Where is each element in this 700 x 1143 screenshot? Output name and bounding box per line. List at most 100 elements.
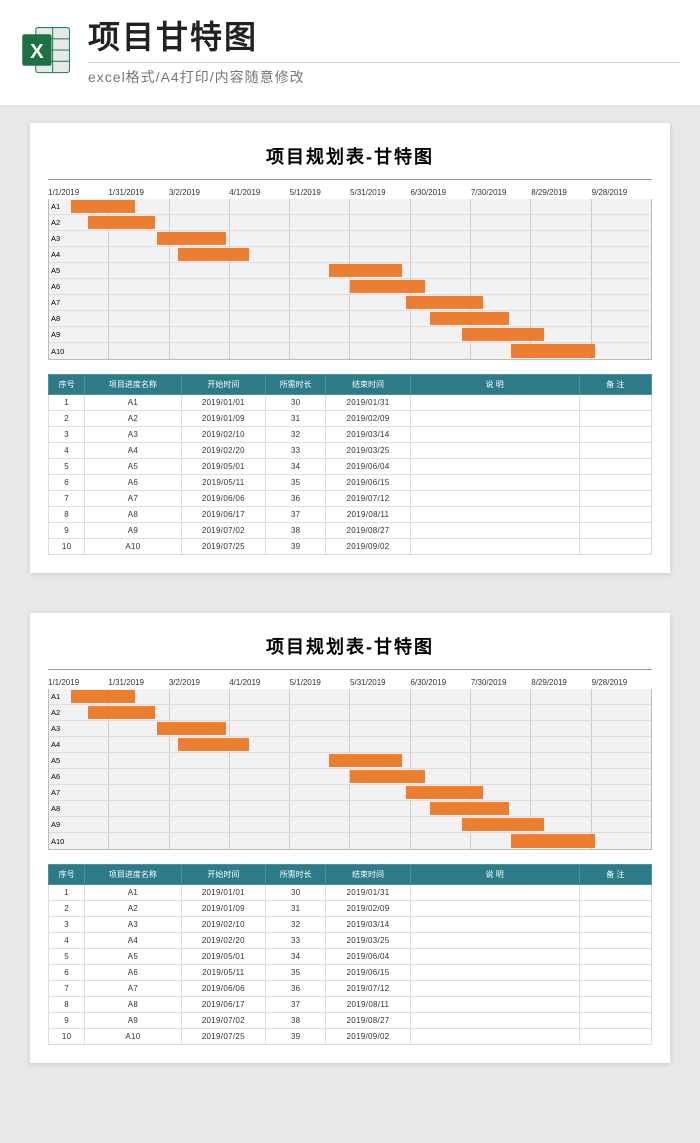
sheet-preview-1: 项目规划表-甘特图 1/1/20191/31/20193/2/20194/1/2… bbox=[30, 123, 670, 573]
gantt-date-label: 8/29/2019 bbox=[531, 678, 591, 687]
gantt-row-label: A3 bbox=[49, 724, 71, 733]
table-cell: A5 bbox=[85, 949, 181, 965]
table-cell bbox=[410, 965, 579, 981]
table-cell: 8 bbox=[49, 997, 85, 1013]
table-cell: 2019/02/10 bbox=[181, 917, 265, 933]
table-cell: A3 bbox=[85, 427, 181, 443]
table-row: 9A92019/07/02382019/08/27 bbox=[49, 523, 652, 539]
table-row: 5A52019/05/01342019/06/04 bbox=[49, 459, 652, 475]
table-cell: 2019/01/31 bbox=[326, 885, 410, 901]
table-cell: 2019/06/06 bbox=[181, 981, 265, 997]
gantt-row-label: A6 bbox=[49, 282, 71, 291]
gantt-bar bbox=[511, 834, 595, 848]
gantt-row: A6 bbox=[49, 769, 651, 785]
table-cell: 2 bbox=[49, 901, 85, 917]
table-cell bbox=[410, 539, 579, 555]
table-cell: 7 bbox=[49, 981, 85, 997]
table-cell bbox=[579, 949, 651, 965]
page-title: 项目甘特图 bbox=[88, 12, 680, 63]
table-cell bbox=[579, 539, 651, 555]
gantt-bar bbox=[88, 216, 155, 229]
gantt-date-label: 9/28/2019 bbox=[592, 678, 652, 687]
table-cell: A10 bbox=[85, 539, 181, 555]
gantt-date-label: 1/1/2019 bbox=[48, 678, 108, 687]
table-cell: 5 bbox=[49, 949, 85, 965]
gantt-row: A2 bbox=[49, 705, 651, 721]
table-cell bbox=[579, 507, 651, 523]
sheet-title: 项目规划表-甘特图 bbox=[48, 139, 652, 180]
project-table: 序号项目进度名称开始时间所需时长结束时间说 明备 注 1A12019/01/01… bbox=[48, 374, 652, 555]
gantt-bar bbox=[462, 818, 544, 831]
table-cell bbox=[410, 491, 579, 507]
sheet-title: 项目规划表-甘特图 bbox=[48, 629, 652, 670]
table-cell: 33 bbox=[266, 933, 326, 949]
table-row: 4A42019/02/20332019/03/25 bbox=[49, 443, 652, 459]
gantt-bar bbox=[430, 312, 509, 325]
table-cell: 10 bbox=[49, 1029, 85, 1045]
table-cell: 4 bbox=[49, 443, 85, 459]
table-cell bbox=[410, 523, 579, 539]
table-cell: 2019/05/11 bbox=[181, 965, 265, 981]
gantt-row-label: A4 bbox=[49, 740, 71, 749]
table-cell bbox=[579, 981, 651, 997]
table-cell: 2019/05/01 bbox=[181, 949, 265, 965]
table-cell: 3 bbox=[49, 427, 85, 443]
table-cell: 2019/05/01 bbox=[181, 459, 265, 475]
table-cell: 32 bbox=[266, 427, 326, 443]
table-cell: 2019/02/09 bbox=[326, 901, 410, 917]
gantt-body: A1A2A3A4A5A6A7A8A9A10 bbox=[48, 199, 652, 360]
gantt-bar bbox=[462, 328, 544, 341]
gantt-row-label: A5 bbox=[49, 266, 71, 275]
table-cell: 2019/08/11 bbox=[326, 997, 410, 1013]
table-cell: 32 bbox=[266, 917, 326, 933]
gantt-row-label: A2 bbox=[49, 708, 71, 717]
gantt-date-label: 5/31/2019 bbox=[350, 678, 410, 687]
table-cell: 2019/08/27 bbox=[326, 523, 410, 539]
gantt-row-label: A2 bbox=[49, 218, 71, 227]
gantt-row: A2 bbox=[49, 215, 651, 231]
gantt-row: A7 bbox=[49, 295, 651, 311]
table-header-cell: 结束时间 bbox=[326, 865, 410, 885]
table-cell: 2019/07/02 bbox=[181, 523, 265, 539]
table-cell: A7 bbox=[85, 981, 181, 997]
table-cell: 1 bbox=[49, 885, 85, 901]
table-cell: 35 bbox=[266, 475, 326, 491]
table-header-cell: 说 明 bbox=[410, 375, 579, 395]
table-cell: 39 bbox=[266, 539, 326, 555]
table-cell: A4 bbox=[85, 443, 181, 459]
gantt-bar bbox=[350, 770, 425, 783]
gantt-row: A9 bbox=[49, 327, 651, 343]
gantt-row-label: A8 bbox=[49, 804, 71, 813]
table-cell bbox=[579, 475, 651, 491]
table-header-cell: 开始时间 bbox=[181, 375, 265, 395]
table-cell: 2019/06/04 bbox=[326, 459, 410, 475]
gantt-row-label: A5 bbox=[49, 756, 71, 765]
gantt-date-label: 1/1/2019 bbox=[48, 188, 108, 197]
table-cell: 6 bbox=[49, 965, 85, 981]
gantt-row-label: A10 bbox=[49, 837, 71, 846]
gantt-row: A9 bbox=[49, 817, 651, 833]
gantt-date-label: 3/2/2019 bbox=[169, 678, 229, 687]
table-cell: A9 bbox=[85, 1013, 181, 1029]
table-header-cell: 项目进度名称 bbox=[85, 375, 181, 395]
table-cell: A5 bbox=[85, 459, 181, 475]
table-cell: 2019/01/31 bbox=[326, 395, 410, 411]
header-text-block: 项目甘特图 excel格式/A4打印/内容随意修改 bbox=[88, 12, 680, 87]
table-cell: 2019/07/25 bbox=[181, 539, 265, 555]
table-cell: A1 bbox=[85, 885, 181, 901]
table-cell bbox=[410, 507, 579, 523]
gantt-date-axis: 1/1/20191/31/20193/2/20194/1/20195/1/201… bbox=[48, 674, 652, 689]
table-cell bbox=[410, 475, 579, 491]
table-cell bbox=[579, 965, 651, 981]
gantt-date-label: 7/30/2019 bbox=[471, 678, 531, 687]
table-cell: 31 bbox=[266, 901, 326, 917]
table-row: 8A82019/06/17372019/08/11 bbox=[49, 997, 652, 1013]
table-cell: 37 bbox=[266, 507, 326, 523]
gantt-row-label: A1 bbox=[49, 202, 71, 211]
table-row: 7A72019/06/06362019/07/12 bbox=[49, 981, 652, 997]
table-cell: 38 bbox=[266, 1013, 326, 1029]
table-cell: A7 bbox=[85, 491, 181, 507]
table-cell: A6 bbox=[85, 965, 181, 981]
gantt-bar bbox=[88, 706, 155, 719]
gantt-row-label: A7 bbox=[49, 298, 71, 307]
